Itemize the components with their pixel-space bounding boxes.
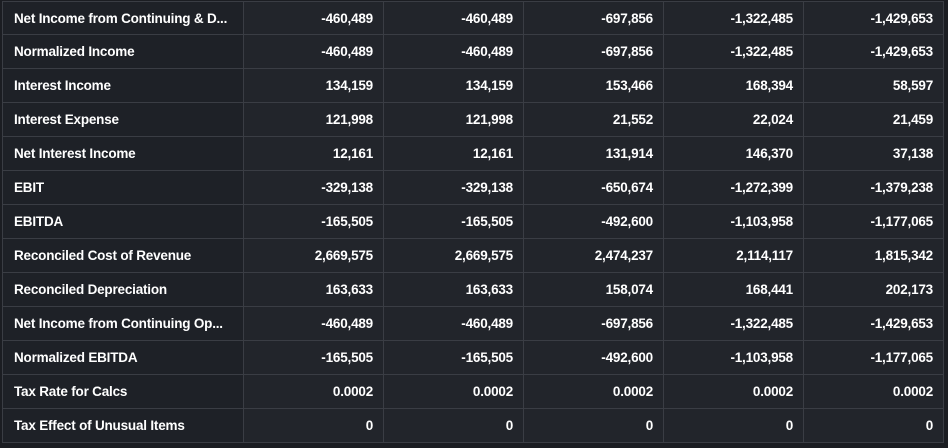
row-value: -697,856 [524,1,664,35]
table-row: EBITDA -165,505 -165,505 -492,600 -1,103… [2,205,944,239]
row-label: Tax Rate for Calcs [2,375,244,409]
table-row: Tax Effect of Unusual Items 0 0 0 0 0 [2,409,944,443]
row-value: 37,138 [804,137,944,171]
row-value: -1,322,485 [664,35,804,69]
row-value: 153,466 [524,69,664,103]
table-row: Normalized Income -460,489 -460,489 -697… [2,35,944,69]
row-value: 0 [664,409,804,443]
row-value: -460,489 [244,35,384,69]
row-value: -460,489 [244,1,384,35]
row-label: Reconciled Cost of Revenue [2,239,244,273]
row-value: 12,161 [384,137,524,171]
row-value: 22,024 [664,103,804,137]
row-value: -329,138 [244,171,384,205]
table-row: Reconciled Cost of Revenue 2,669,575 2,6… [2,239,944,273]
row-value: 2,474,237 [524,239,664,273]
row-value: -492,600 [524,341,664,375]
row-value: -697,856 [524,35,664,69]
row-value: 121,998 [244,103,384,137]
row-value: 163,633 [244,273,384,307]
row-value: -165,505 [244,205,384,239]
row-value: 2,114,117 [664,239,804,273]
row-value: 202,173 [804,273,944,307]
row-value: 168,394 [664,69,804,103]
row-label: EBIT [2,171,244,205]
row-value: -697,856 [524,307,664,341]
row-value: -165,505 [384,341,524,375]
table-row: Net Income from Continuing Op... -460,48… [2,307,944,341]
row-value: 163,633 [384,273,524,307]
row-value: 0.0002 [384,375,524,409]
row-value: 168,441 [664,273,804,307]
table-row: Reconciled Depreciation 163,633 163,633 … [2,273,944,307]
table-row: Interest Expense 121,998 121,998 21,552 … [2,103,944,137]
row-value: -1,322,485 [664,1,804,35]
row-value: 0 [384,409,524,443]
row-value: 146,370 [664,137,804,171]
row-value: -460,489 [384,307,524,341]
row-value: 0 [804,409,944,443]
row-value: 58,597 [804,69,944,103]
row-value: 2,669,575 [244,239,384,273]
row-value: 2,669,575 [384,239,524,273]
row-value: -650,674 [524,171,664,205]
row-label: Net Interest Income [2,137,244,171]
row-label: Normalized EBITDA [2,341,244,375]
row-value: -1,379,238 [804,171,944,205]
table-row: Net Interest Income 12,161 12,161 131,91… [2,137,944,171]
row-value: 0.0002 [664,375,804,409]
row-value: -165,505 [384,205,524,239]
row-label: Interest Expense [2,103,244,137]
row-value: -1,177,065 [804,205,944,239]
row-label: Tax Effect of Unusual Items [2,409,244,443]
table-row: Interest Income 134,159 134,159 153,466 … [2,69,944,103]
row-value: -460,489 [244,307,384,341]
row-label: Interest Income [2,69,244,103]
row-value: -1,322,485 [664,307,804,341]
row-value: -460,489 [384,35,524,69]
table-row: Tax Rate for Calcs 0.0002 0.0002 0.0002 … [2,375,944,409]
row-value: 0.0002 [244,375,384,409]
row-value: 0.0002 [804,375,944,409]
row-value: 134,159 [384,69,524,103]
row-value: 12,161 [244,137,384,171]
row-value: -1,429,653 [804,35,944,69]
row-value: -1,177,065 [804,341,944,375]
row-value: -460,489 [384,1,524,35]
row-value: 131,914 [524,137,664,171]
table-row: EBIT -329,138 -329,138 -650,674 -1,272,3… [2,171,944,205]
row-value: 21,552 [524,103,664,137]
row-label: EBITDA [2,205,244,239]
row-label: Normalized Income [2,35,244,69]
row-value: -1,103,958 [664,341,804,375]
row-value: -1,429,653 [804,1,944,35]
table-row: Normalized EBITDA -165,505 -165,505 -492… [2,341,944,375]
row-value: 121,998 [384,103,524,137]
row-value: 158,074 [524,273,664,307]
row-value: -492,600 [524,205,664,239]
row-value: -1,429,653 [804,307,944,341]
row-value: -1,103,958 [664,205,804,239]
row-label: Net Income from Continuing & D... [2,1,244,35]
row-value: 134,159 [244,69,384,103]
table-row: Net Income from Continuing & D... -460,4… [2,1,944,35]
row-value: 0 [524,409,664,443]
row-value: 0 [244,409,384,443]
row-value: 21,459 [804,103,944,137]
row-value: 1,815,342 [804,239,944,273]
row-value: 0.0002 [524,375,664,409]
row-value: -165,505 [244,341,384,375]
row-label: Net Income from Continuing Op... [2,307,244,341]
row-value: -329,138 [384,171,524,205]
row-label: Reconciled Depreciation [2,273,244,307]
row-value: -1,272,399 [664,171,804,205]
